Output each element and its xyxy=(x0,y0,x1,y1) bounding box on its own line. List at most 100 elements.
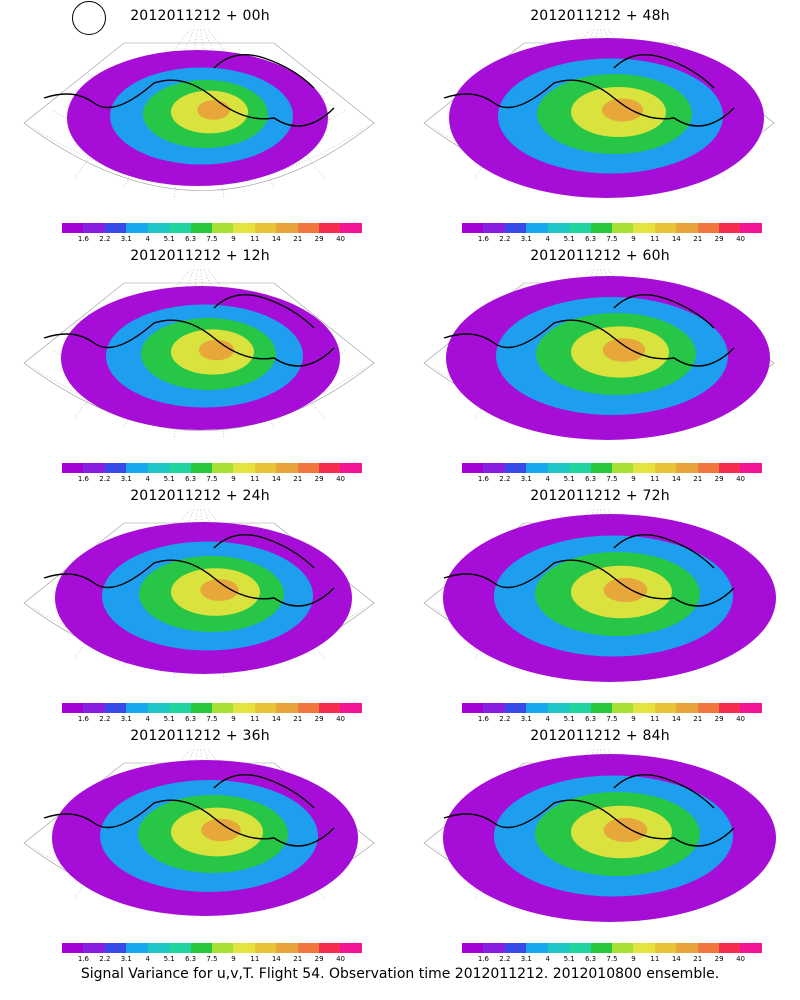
colorbar-swatch xyxy=(126,943,148,953)
colorbar-labels: 1.6 2.2 3.1 4 5.1 6.3 7.5 9 11 14 21 29 40 xyxy=(55,475,375,485)
colorbar-labels: 1.6 2.2 3.1 4 5.1 6.3 7.5 9 11 14 21 29 40 xyxy=(55,235,375,245)
longitude-gridline xyxy=(123,28,195,189)
colorbar-swatch xyxy=(590,703,612,713)
colorbar-tick-label: 21 xyxy=(293,955,303,963)
observation-circle-marker xyxy=(72,1,106,35)
colorbar-tick-label: 40 xyxy=(736,235,746,243)
colorbar-swatch xyxy=(483,703,505,713)
colorbar-swatch xyxy=(211,943,234,953)
colorbar-tick-label: 7.5 xyxy=(606,955,618,963)
colorbar-swatch xyxy=(190,223,212,233)
longitude-gridline xyxy=(203,28,275,189)
colorbar-swatch xyxy=(83,943,105,953)
panel-title: 2012011212 + 24h xyxy=(130,488,270,504)
colorbar-tick-label: 21 xyxy=(293,235,303,243)
colorbar-swatch xyxy=(483,463,505,473)
longitude-gridline xyxy=(123,268,195,429)
colorbar-tick-label: 1.6 xyxy=(477,715,489,723)
map-panel: 2012011212 + 48h 1.6 2.2 3.1 4 5.1 6.3 7.5 9 11 14… xyxy=(400,0,800,243)
colorbar-tick-label: 14 xyxy=(671,235,681,243)
colorbar-tick-label: 2.2 xyxy=(499,475,511,483)
colorbar-tick-label: 40 xyxy=(336,235,346,243)
colorbar-swatch xyxy=(62,223,84,233)
colorbar-tick-label: 6.3 xyxy=(184,235,197,243)
map-panel: 2012011212 + 12h 1.6 2.2 3.1 4 5.1 6.3 7.5 9 11 14… xyxy=(0,240,400,483)
coastline xyxy=(43,774,335,847)
colorbar-swatch xyxy=(297,223,320,233)
variance-contour xyxy=(603,817,648,843)
panel-title: 2012011212 + 36h xyxy=(130,728,270,744)
coastline xyxy=(443,54,735,127)
variance-contour xyxy=(197,100,230,120)
colorbar-swatch xyxy=(611,223,634,233)
colorbar-swatch xyxy=(276,943,298,953)
colorbar-swatch xyxy=(104,943,127,953)
colorbar-swatch xyxy=(126,703,148,713)
colorbar-swatch xyxy=(319,223,341,233)
colorbar-tick-label: 9 xyxy=(631,715,636,723)
colorbar-swatch xyxy=(590,943,612,953)
colorbar-swatch xyxy=(340,223,362,233)
colorbar-swatch xyxy=(590,223,612,233)
colorbar-swatch xyxy=(504,463,527,473)
colorbar-tick-label: 3.1 xyxy=(520,715,532,723)
polar-map xyxy=(23,268,375,439)
colorbar-tick-label: 7.5 xyxy=(206,955,218,963)
colorbar-tick-label: 4 xyxy=(545,955,550,963)
colorbar-tick-label: 6.3 xyxy=(584,235,597,243)
colorbar-tick-label: 6.3 xyxy=(184,715,197,723)
colorbar-swatch xyxy=(504,943,527,953)
colorbar-tick-label: 4 xyxy=(545,475,550,483)
colorbar-tick-label: 9 xyxy=(631,235,636,243)
map-panel: 2012011212 + 84h 1.6 2.2 3.1 4 5.1 6.3 7.5 9 11 14… xyxy=(400,720,800,963)
colorbar xyxy=(62,223,362,233)
colorbar-swatch xyxy=(147,463,170,473)
colorbar-tick-label: 14 xyxy=(271,955,281,963)
colorbar-swatch xyxy=(340,703,362,713)
colorbar-tick-label: 7.5 xyxy=(606,475,618,483)
coastline xyxy=(443,294,735,367)
colorbar-tick-label: 14 xyxy=(671,955,681,963)
figure-caption: Signal Variance for u,v,T. Flight 54. Ob… xyxy=(80,966,720,982)
colorbar xyxy=(62,463,362,473)
colorbar-swatch xyxy=(254,703,277,713)
colorbar-swatch xyxy=(676,703,698,713)
colorbar-swatch xyxy=(590,463,612,473)
projection-outline xyxy=(23,42,375,191)
variance-contour xyxy=(200,579,239,601)
colorbar-swatch xyxy=(697,463,720,473)
panel-title: 2012011212 + 60h xyxy=(530,248,670,264)
colorbar-swatch xyxy=(104,223,127,233)
panel-title: 2012011212 + 84h xyxy=(530,728,670,744)
colorbar-swatch xyxy=(190,943,212,953)
colorbar-tick-label: 5.1 xyxy=(563,235,575,243)
colorbar-swatch xyxy=(526,703,548,713)
colorbar-swatch xyxy=(654,463,677,473)
coastline xyxy=(43,294,335,367)
colorbar-swatch xyxy=(211,703,234,713)
colorbar-swatch xyxy=(340,463,362,473)
colorbar-swatch xyxy=(633,223,655,233)
colorbar-tick-label: 11 xyxy=(250,955,260,963)
colorbar-swatch xyxy=(483,223,505,233)
colorbar-tick-label: 40 xyxy=(736,715,746,723)
colorbar-swatch xyxy=(526,223,548,233)
polar-map xyxy=(423,508,776,682)
colorbar-swatch xyxy=(740,223,762,233)
colorbar-tick-label: 3.1 xyxy=(120,235,132,243)
colorbar-tick-label: 5.1 xyxy=(163,235,175,243)
colorbar-swatch xyxy=(233,463,255,473)
map-panel: 2012011212 + 00h 1.6 2.2 3.1 4 5.1 6.3 7.5 9 11 14… xyxy=(0,0,400,243)
colorbar-tick-label: 14 xyxy=(271,715,281,723)
colorbar-swatch xyxy=(276,223,298,233)
colorbar-swatch xyxy=(211,223,234,233)
longitude-gridline xyxy=(206,28,325,179)
colorbar-swatch xyxy=(211,463,234,473)
polar-map xyxy=(423,28,775,199)
panel-title: 2012011212 + 72h xyxy=(530,488,670,504)
colorbar-swatch xyxy=(719,943,741,953)
colorbar-swatch xyxy=(62,943,84,953)
colorbar-tick-label: 9 xyxy=(631,475,636,483)
colorbar-swatch xyxy=(126,463,148,473)
colorbar-swatch xyxy=(319,703,341,713)
